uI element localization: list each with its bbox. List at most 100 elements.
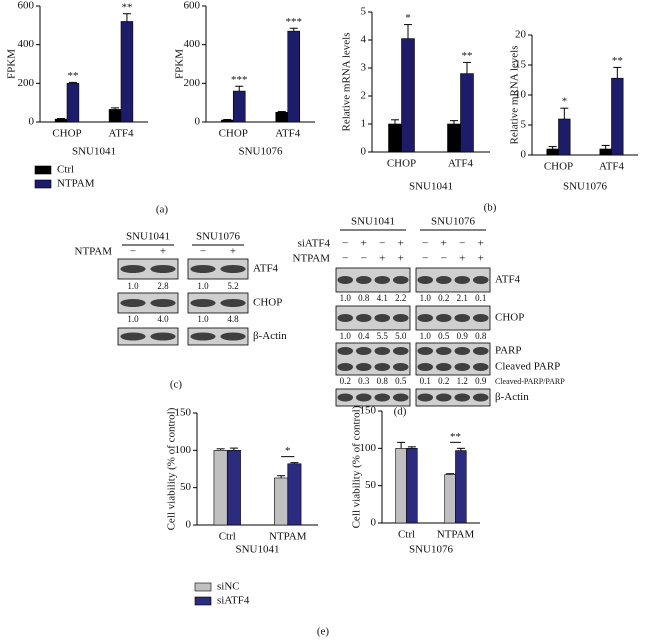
blot-group-title: SNU1041	[126, 231, 170, 243]
y-tick-label: 100	[360, 442, 377, 454]
blot-band	[417, 314, 434, 322]
blot-band	[435, 314, 452, 322]
bar	[406, 448, 418, 524]
bar	[444, 474, 456, 524]
quant-value: 1.0	[197, 281, 209, 291]
bar	[611, 77, 624, 156]
quant-label: Cleaved-PARP/PARP	[495, 377, 565, 386]
blot-band	[472, 393, 489, 402]
panel-label: (d)	[394, 406, 407, 418]
bar	[287, 30, 301, 123]
blot-band	[374, 363, 391, 371]
bar	[274, 477, 289, 526]
quant-value: 0.5	[438, 331, 450, 341]
x-axis-label: SNU1076	[238, 146, 283, 158]
bar	[558, 118, 571, 156]
x-axis-label: SNU1041	[409, 181, 453, 193]
legend-label: siATF4	[217, 595, 250, 607]
row-label: CHOP	[253, 297, 282, 309]
y-axis-label: Relative mRNA levels	[341, 33, 353, 132]
blot-band	[417, 363, 434, 371]
y-tick-label: 2	[361, 90, 367, 102]
quant-value: 0.4	[358, 331, 370, 341]
x-tick-label: NTPAM	[437, 529, 475, 541]
panel-label: (a)	[156, 204, 169, 216]
y-tick-label: 600	[18, 0, 35, 12]
blot-band	[337, 314, 354, 322]
quant-value: 0.9	[475, 376, 487, 386]
x-axis-label: SNU1041	[72, 146, 116, 158]
legend-label: Ctrl	[57, 164, 74, 176]
blot-band	[392, 393, 409, 402]
row-label: β-Actin	[495, 391, 529, 403]
blot-group-title: SNU1041	[351, 216, 395, 228]
x-tick-label: Ctrl	[219, 531, 236, 543]
significance-stars: ***	[285, 16, 302, 28]
blot-band	[150, 299, 176, 307]
blot-band	[374, 276, 391, 284]
legend-label: NTPAM	[57, 178, 95, 190]
quant-value: 0.8	[377, 376, 389, 386]
blot-box	[187, 327, 249, 346]
x-tick-label: CHOP	[52, 128, 81, 140]
y-tick-label: 100	[175, 444, 192, 456]
blot-band	[220, 265, 246, 273]
blot-band	[150, 265, 176, 273]
y-tick-label: 400	[18, 38, 35, 50]
quant-value: 5.0	[395, 331, 407, 341]
blot-band	[454, 314, 471, 322]
y-tick-label: 5	[521, 119, 527, 131]
bar	[388, 123, 402, 153]
significance-stars: **	[450, 431, 461, 443]
condition-sign: −	[459, 238, 465, 250]
quant-value: 0.8	[475, 331, 487, 341]
y-axis-label: Cell viability (% of control)	[351, 405, 363, 528]
bar	[66, 83, 80, 123]
condition-sign: −	[379, 238, 385, 250]
condition-sign: +	[441, 238, 447, 250]
y-axis-label: FPKM	[6, 49, 18, 79]
blot-band	[435, 276, 452, 284]
x-tick-label: ATF4	[275, 128, 301, 140]
x-tick-label: Ctrl	[398, 529, 415, 541]
row-label: ATF4	[495, 274, 521, 286]
blot-box	[117, 327, 179, 346]
condition-sign: −	[342, 253, 348, 265]
blot-band	[392, 276, 409, 284]
quant-value: 1.0	[127, 314, 139, 324]
row-label: ATF4	[253, 263, 279, 275]
bar	[287, 463, 302, 526]
blot-group-title: SNU1076	[431, 216, 476, 228]
blot-box	[335, 388, 411, 407]
blot-band	[392, 314, 409, 322]
y-tick-label: 10	[515, 89, 527, 101]
bar	[226, 450, 241, 526]
significance-stars: **	[67, 70, 78, 82]
bar	[599, 148, 612, 156]
y-tick-label: 400	[184, 38, 201, 50]
blot-box	[187, 258, 249, 280]
condition-label: siATF4	[298, 238, 331, 250]
blot-band	[472, 363, 489, 371]
quant-value: 2.1	[457, 293, 468, 303]
legend-label: siNC	[217, 581, 240, 593]
blot-band	[337, 363, 354, 371]
legend-swatch	[194, 582, 212, 592]
y-tick-label: 0	[29, 116, 35, 128]
blot-box	[415, 388, 491, 407]
blot-band	[120, 265, 146, 273]
y-tick-label: 0	[371, 517, 377, 529]
condition-label: NTPAM	[75, 246, 113, 258]
condition-sign: +	[230, 246, 236, 258]
blot-band	[435, 393, 452, 402]
x-tick-label: CHOP	[219, 128, 248, 140]
condition-sign: +	[379, 253, 385, 265]
blot-band	[220, 299, 246, 307]
y-axis-label: Relative mRNA levels	[509, 46, 521, 145]
bar	[54, 118, 68, 123]
y-tick-label: 4	[361, 34, 367, 46]
condition-sign: −	[441, 253, 447, 265]
x-tick-label: CHOP	[544, 161, 573, 173]
condition-sign: +	[478, 253, 484, 265]
quant-value: 0.1	[475, 293, 486, 303]
